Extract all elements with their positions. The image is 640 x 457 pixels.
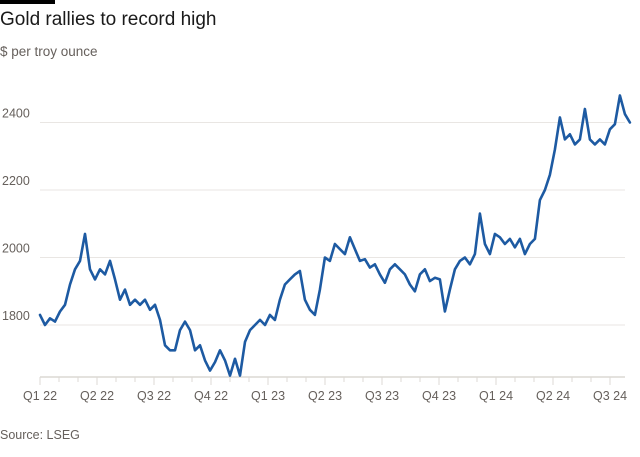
x-tick-label: Q1 23 — [251, 389, 285, 403]
brand-bar — [0, 0, 55, 4]
x-tick-label: Q2 23 — [308, 389, 342, 403]
y-tick-label: 2000 — [2, 242, 30, 256]
x-tick-label: Q4 22 — [194, 389, 228, 403]
y-tick-label: 1800 — [2, 309, 30, 323]
y-tick-label: 2400 — [2, 107, 30, 121]
x-tick-label: Q3 24 — [593, 389, 627, 403]
x-tick-label: Q1 22 — [23, 389, 57, 403]
source-note: Source: LSEG — [0, 428, 80, 442]
x-tick-label: Q2 22 — [80, 389, 114, 403]
x-tick-label: Q2 24 — [536, 389, 570, 403]
chart-subtitle: $ per troy ounce — [0, 44, 98, 59]
chart-title: Gold rallies to record high — [0, 9, 217, 30]
y-tick-label: 2200 — [2, 174, 30, 188]
x-tick-label: Q3 22 — [137, 389, 171, 403]
x-tick-label: Q4 23 — [422, 389, 456, 403]
series-line-gold-price — [38, 94, 632, 377]
x-tick-label: Q1 24 — [479, 389, 513, 403]
x-tick-label: Q3 23 — [365, 389, 399, 403]
